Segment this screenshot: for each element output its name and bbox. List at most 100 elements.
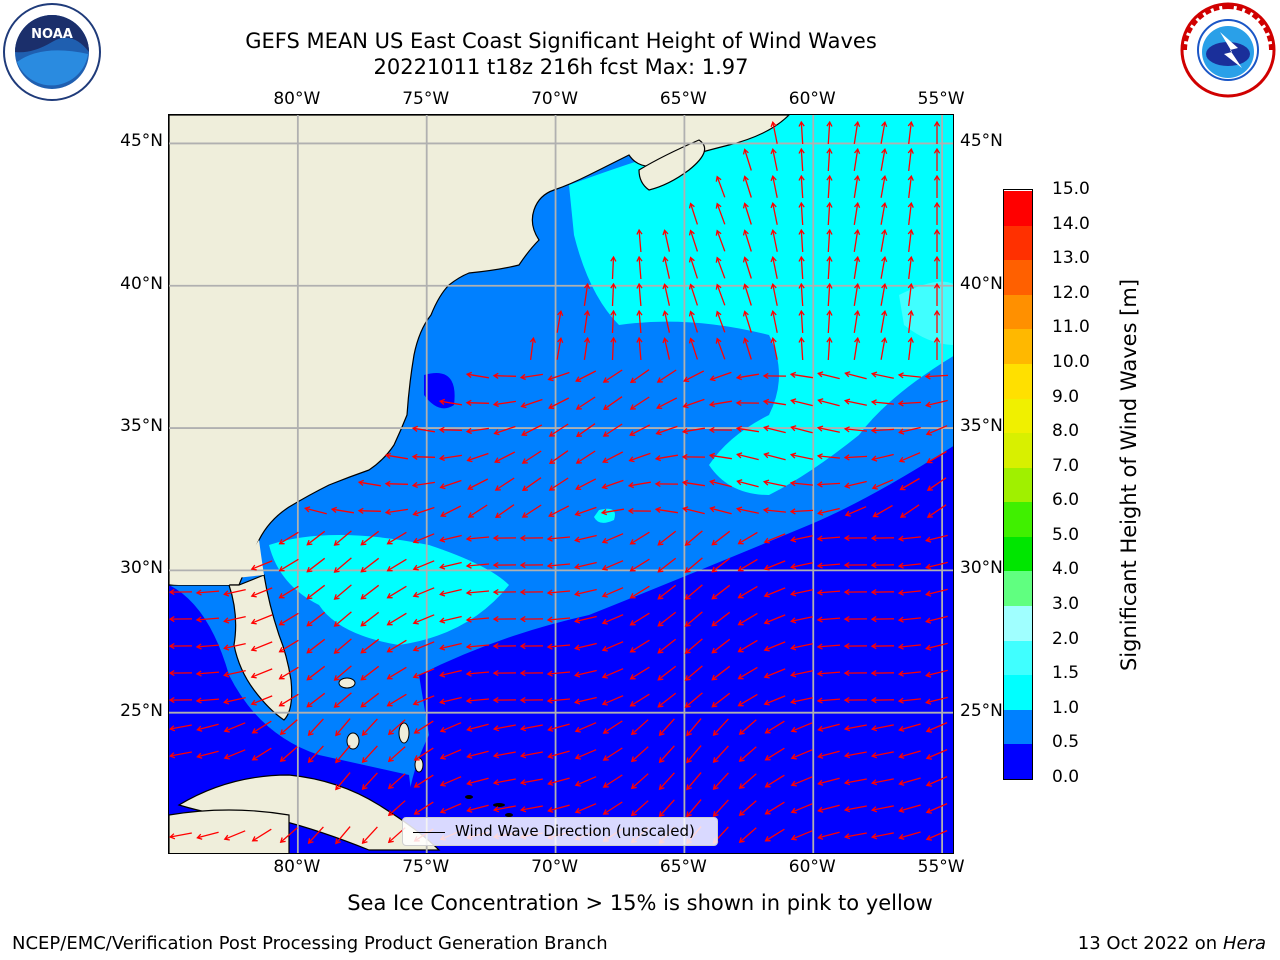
arrow-shaft-367 — [196, 671, 220, 675]
arrow-head-525 — [925, 808, 932, 814]
arrow-shaft-137 — [845, 400, 867, 406]
arrow-head-498 — [764, 782, 771, 788]
arrow-head-193 — [654, 480, 661, 488]
arrow-head-327 — [684, 621, 691, 627]
arrow-shaft-148 — [603, 423, 623, 437]
arrow-head-263 — [519, 561, 526, 569]
arrow-shaft-456 — [252, 747, 272, 761]
arrow-shaft-38 — [744, 230, 752, 252]
lon-tick-bottom-5: 55°W — [917, 857, 965, 877]
arrow-head-422 — [897, 697, 904, 704]
arrow-shaft-519 — [765, 801, 785, 815]
arrow-head-39 — [770, 228, 777, 236]
arrow-head-286 — [360, 593, 367, 600]
arrow-shaft-65 — [744, 284, 752, 306]
arrow-shaft-67 — [800, 283, 804, 307]
arrow-shaft-307 — [926, 588, 948, 596]
arrow-shaft-410 — [575, 696, 597, 704]
arrow-head-368 — [223, 671, 230, 678]
arrow-head-372 — [333, 675, 340, 681]
lat-tick-left-2: 35°N — [120, 416, 163, 437]
arrow-shaft-253 — [251, 560, 273, 570]
arrow-head-221 — [762, 507, 769, 514]
arrow-shaft-200 — [845, 480, 867, 488]
arrow-head-32 — [907, 201, 914, 208]
arrow-shaft-233 — [413, 533, 435, 543]
arrow-shaft-488 — [494, 778, 516, 784]
arrow-shaft-20 — [853, 175, 859, 199]
arrow-shaft-56 — [880, 257, 886, 279]
arrow-shaft-169 — [602, 451, 624, 463]
arrow-shaft-377 — [466, 671, 490, 675]
arrow-head-0 — [770, 120, 777, 128]
arrow-head-287 — [386, 592, 393, 599]
arrow-shaft-15 — [716, 176, 726, 198]
arrow-shaft-269 — [685, 557, 703, 573]
arrow-head-122 — [438, 398, 446, 405]
arrow-head-63 — [688, 283, 695, 290]
lat-tick-left-1: 40°N — [120, 273, 163, 294]
arrow-shaft-206 — [358, 510, 382, 512]
arrow-shaft-411 — [602, 695, 624, 705]
arrow-shaft-412 — [630, 693, 650, 707]
arrow-head-186 — [467, 484, 474, 490]
arrow-shaft-165 — [494, 451, 516, 463]
arrow-head-330 — [763, 618, 770, 625]
arrow-head-347 — [439, 644, 446, 651]
arrow-shaft-28 — [800, 202, 804, 226]
arrow-shaft-110 — [630, 369, 650, 383]
arrow-head-476 — [790, 753, 797, 760]
arrow-head-185 — [439, 483, 446, 490]
arrow-head-87 — [933, 309, 941, 316]
arrow-shaft-356 — [685, 638, 703, 654]
arrow-head-423 — [925, 698, 932, 705]
arrow-head-398 — [250, 699, 257, 706]
arrow-head-208 — [412, 510, 419, 517]
arrow-shaft-522 — [845, 805, 867, 811]
arrow-head-413 — [657, 701, 664, 708]
arrow-head-364 — [897, 643, 904, 650]
arrow-shaft-116 — [790, 373, 814, 379]
arrow-shaft-144 — [494, 425, 516, 435]
arrow-head-533 — [361, 838, 368, 845]
arrow-shaft-451 — [899, 723, 921, 731]
arrow-shaft-352 — [575, 642, 597, 650]
arrow-shaft-290 — [466, 590, 490, 594]
arrow-shaft-85 — [880, 311, 886, 333]
arrow-head-158 — [870, 427, 877, 434]
arrow-shaft-405 — [440, 696, 462, 704]
low-wave-patch — [424, 373, 455, 409]
arrow-head-284 — [306, 593, 313, 600]
arrow-head-73 — [557, 309, 564, 317]
arrow-shaft-160 — [926, 425, 948, 435]
arrow-head-131 — [682, 402, 689, 409]
arrow-shaft-227 — [927, 504, 947, 518]
arrow-head-283 — [278, 592, 285, 599]
arrow-shaft-466 — [521, 751, 543, 757]
arrow-head-337 — [169, 642, 175, 650]
arrow-shaft-532 — [335, 826, 351, 844]
arrow-head-431 — [361, 730, 368, 737]
arrow-shaft-453 — [170, 751, 192, 757]
arrow-head-233 — [412, 537, 419, 544]
arrow-head-312 — [278, 619, 285, 626]
arrow-head-74 — [583, 309, 591, 316]
arrow-head-132 — [708, 401, 716, 408]
arrow-head-458 — [307, 757, 314, 764]
lat-tick-right-0: 45°N — [960, 131, 1003, 152]
arrow-shaft-35 — [663, 230, 671, 252]
arrow-head-240 — [601, 537, 608, 544]
arrow-head-396 — [195, 697, 202, 704]
arrow-shaft-274 — [817, 563, 841, 567]
arrow-shaft-158 — [871, 428, 895, 432]
arrow-shaft-197 — [764, 481, 786, 487]
lon-tick-top-5: 55°W — [917, 89, 965, 109]
arrow-head-317 — [412, 618, 419, 625]
arrow-shaft-316 — [387, 612, 407, 626]
arrow-shaft-280 — [196, 590, 220, 594]
map-panel — [168, 114, 954, 854]
arrow-head-553 — [898, 833, 905, 840]
arrow-head-291 — [492, 588, 499, 596]
arrow-shaft-464 — [467, 750, 489, 758]
arrow-shaft-330 — [764, 614, 786, 624]
